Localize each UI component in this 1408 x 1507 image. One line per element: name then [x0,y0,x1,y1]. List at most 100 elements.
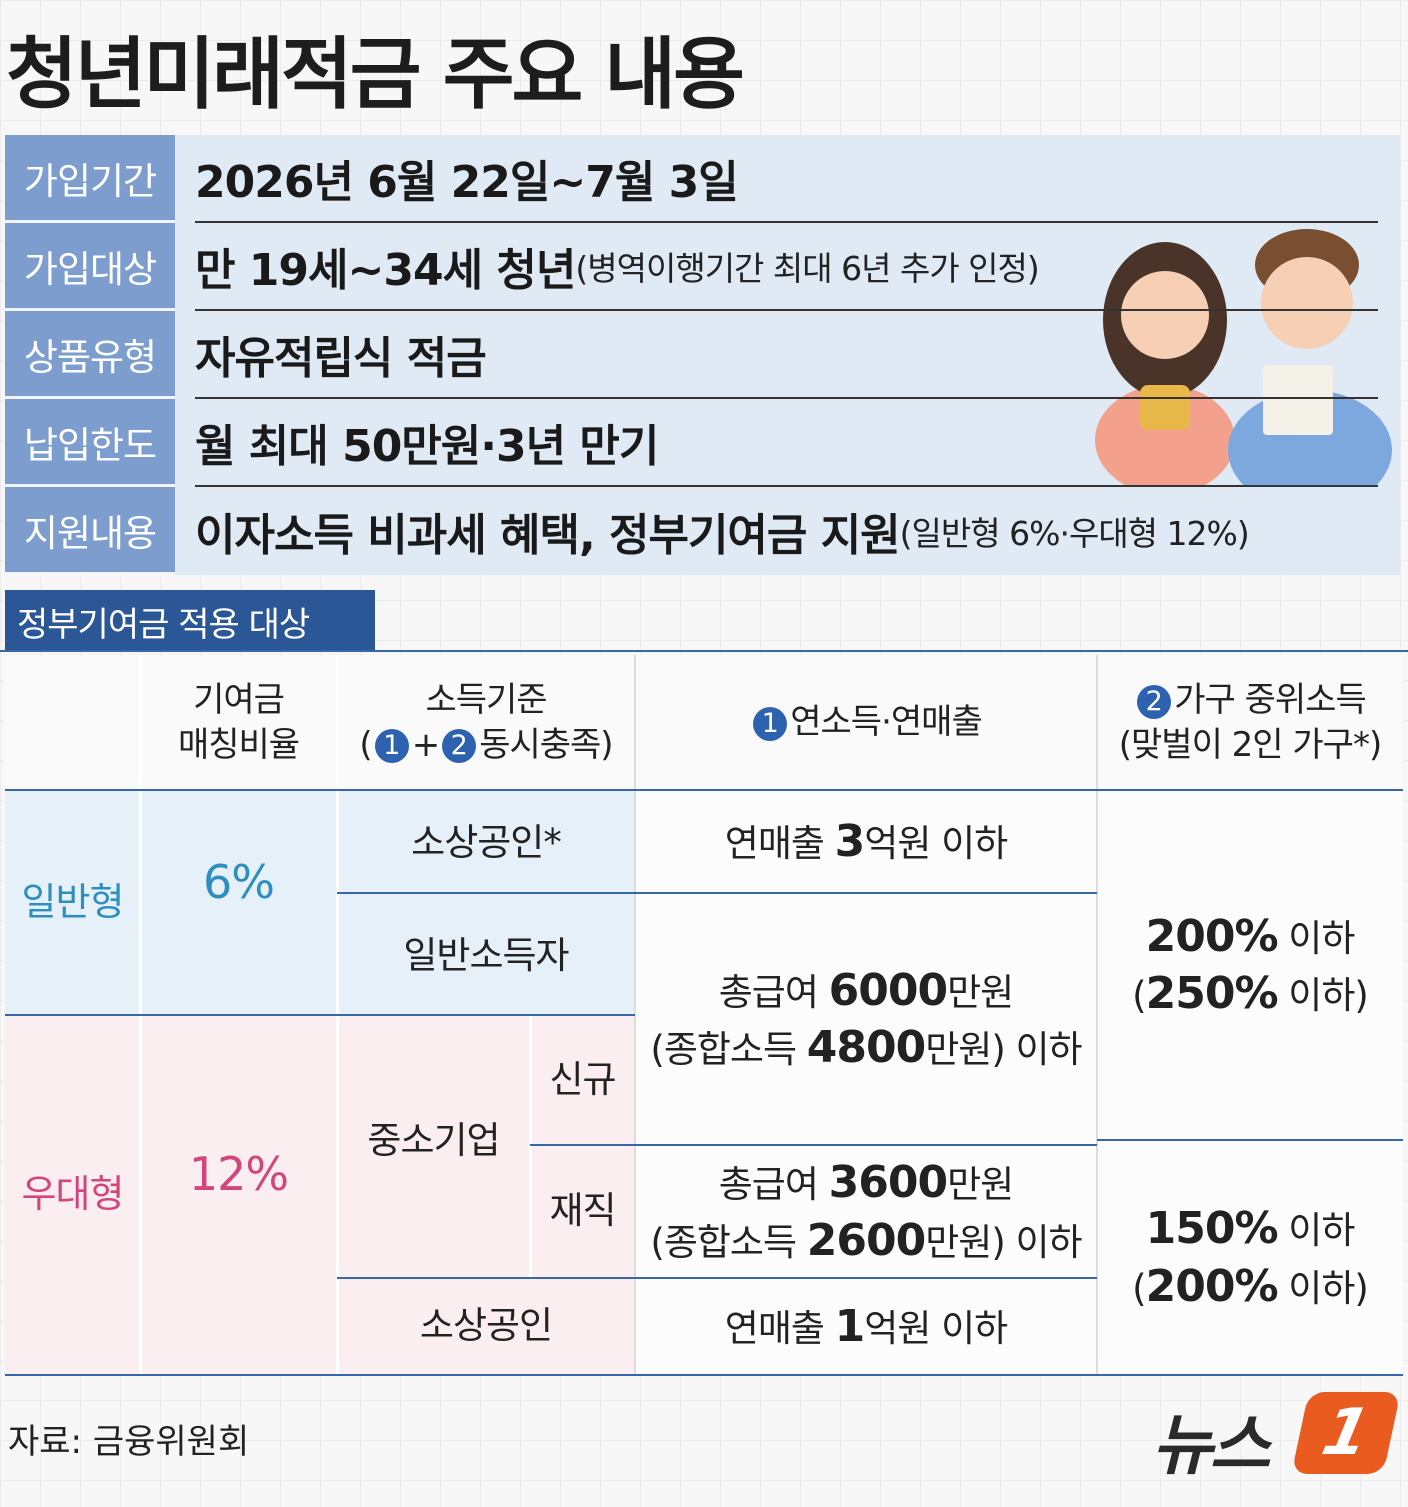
cell-line: (200% 이하) [1132,1258,1369,1315]
header-cell: 2 가구 중위소득 (맞벌이 2인 가구*) [1097,655,1403,790]
header-cell: 소득기준(1 +2 동시충족) [337,655,635,790]
emphasis: 3 [834,815,866,867]
text: (종합소득 [650,1028,807,1071]
summary-value: 만 19세~34세 청년 (병역이행기간 최대 6년 추가 인정) [195,223,1378,311]
summary-value: 2026년 6월 22일~7월 3일 [195,135,1378,223]
summary-label: 가입기간 [5,135,175,223]
emphasis: 1 [834,1300,866,1352]
section-rule [0,650,1408,652]
cell-line: 총급여 3600만원 [719,1154,1014,1211]
median-income: 150% 이하 (200% 이하) [1097,1140,1403,1375]
cell-line: 200% 이하 [1145,908,1356,965]
text: 이하) [1277,974,1369,1017]
income-limit: 연매출 1억원 이하 [635,1278,1097,1375]
text: 만원) 이하 [925,1220,1082,1264]
badge: 1 [753,706,788,741]
summary-value: 월 최대 50만원·3년 만기 [195,399,1378,487]
text: 연매출 [724,1306,835,1350]
header-text: 동시충족) [479,724,613,765]
header-line: 2 가구 중위소득 [1134,678,1367,722]
income-criterion: 재직 [549,1189,616,1233]
column-divider [529,1015,532,1278]
cell-line: 연매출 1억원 이하 [724,1298,1008,1355]
matching-ratio: 6% [203,854,275,909]
income-criterion: 중소기업 [367,1119,500,1163]
text: (종합소득 [650,1220,807,1264]
header-text: ( [359,724,372,765]
header-line: 기여금 [193,678,285,722]
income-limit: 총급여 3600만원 (종합소득 2600만원) 이하 [635,1145,1097,1278]
summary-value: 자유적립식 적금 [195,311,1378,399]
text: 억원 이하 [864,821,1008,865]
income-criterion: 소상공인 [419,1304,553,1348]
plan-type: 우대형 [21,1172,125,1217]
text: ( [1132,1266,1146,1310]
median-income: 200% 이하 (250% 이하) [1097,790,1403,1140]
cell-line: 총급여 6000만원 [719,962,1014,1019]
text: 억원 이하 [864,1306,1008,1350]
summary-main: 2026년 6월 22일~7월 3일 [195,157,739,208]
header-cell: 1 연소득·연매출 [635,655,1097,790]
summary-value: 이자소득 비과세 혜택, 정부기여금 지원 (일반형 6%·우대형 12%) [195,487,1378,575]
row-rule [337,1277,1097,1279]
badge: 2 [1137,684,1172,719]
income-criterion: 소상공인* [411,821,562,865]
header-text: 매칭비율 [177,724,300,765]
summary-main: 자유적립식 적금 [195,333,487,384]
cell-line: (종합소득 2600만원) 이하 [650,1212,1082,1269]
summary-note: (병역이행기간 최대 6년 추가 인정) [575,249,1039,288]
text: 이하) [1277,1266,1369,1310]
text: 만원 [947,970,1014,1014]
illustration [1095,229,1392,485]
row-rule [5,1374,1403,1376]
row-rule [337,892,1097,894]
header-text: 기여금 [193,680,285,721]
plan-type: 일반형 [21,879,125,924]
summary-main: 월 최대 50만원·3년 만기 [195,421,659,472]
header-text: 가구 중위소득 [1174,680,1366,721]
section-title: 정부기여금 적용 대상 [5,590,375,652]
row-rule [5,789,1403,791]
header-text: + [411,724,440,765]
column-divider [1096,655,1098,1375]
header-line: 소득기준 [425,678,547,722]
summary-main: 이자소득 비과세 혜택, 정부기여금 지원 [195,510,901,561]
income-criterion: 신규 [549,1057,616,1101]
general-bg [5,790,635,1015]
cell-line: (250% 이하) [1132,965,1369,1022]
emphasis: 250% [1145,968,1279,1019]
emphasis: 4800 [806,1022,926,1073]
summary-label: 가입대상 [5,223,175,311]
income-criterion: 일반소득자 [403,933,569,977]
text: 만원 [947,1163,1014,1207]
emphasis: 6000 [828,964,948,1016]
emphasis: 200% [1145,1260,1279,1312]
header-text: 연소득·연매출 [790,702,982,743]
header-cell: 기여금 매칭비율 [140,655,337,790]
summary-label: 상품유형 [5,311,175,399]
badge: 2 [442,729,477,763]
matching-ratio: 12% [188,1147,289,1202]
column-divider [634,655,636,1375]
text: ( [1132,974,1146,1017]
header-line: (1 +2 동시충족) [359,723,613,767]
header-line: (맞벌이 2인 가구*) [1119,723,1382,767]
header-line: 매칭비율 [177,723,300,767]
text: 이하 [1277,916,1355,960]
row-rule [1097,1139,1403,1141]
summary-label: 납입한도 [5,399,175,487]
text: 만원) 이하 [925,1028,1082,1071]
summary-note: (일반형 6%·우대형 12%) [899,514,1250,553]
header-text: 소득기준 [425,680,547,721]
summary-label: 지원내용 [5,487,175,575]
cell-line: 150% 이하 [1146,1200,1356,1257]
row-rule [530,1144,1097,1146]
income-limit: 연매출 3억원 이하 [635,790,1097,893]
emphasis: 200% [1145,910,1279,962]
table-header-bg [5,655,1403,790]
emphasis: 3600 [828,1157,948,1209]
text: 이하 [1277,1209,1355,1253]
cell-line: 연매출 3억원 이하 [725,813,1008,870]
badge: 1 [374,729,409,763]
